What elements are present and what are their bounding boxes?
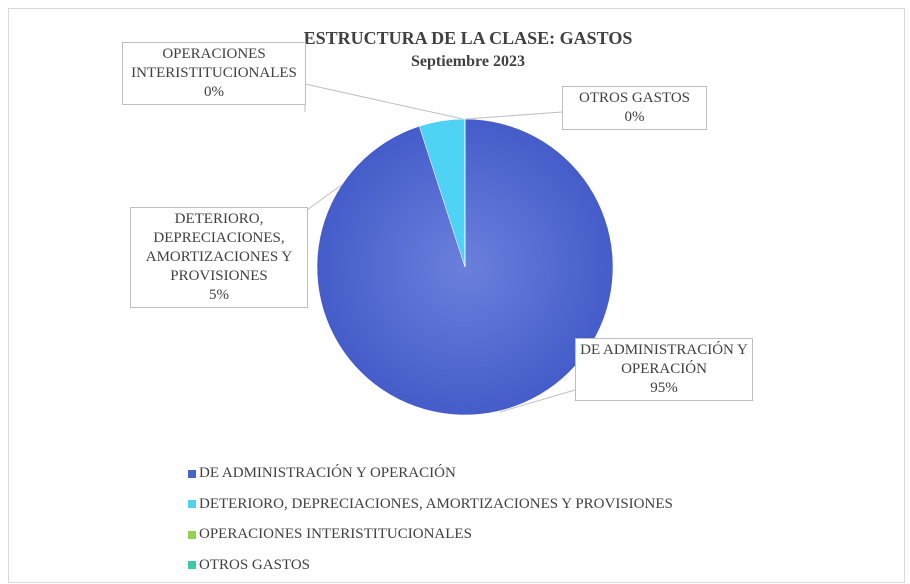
data-label-name: DE ADMINISTRACIÓN Y OPERACIÓN	[580, 342, 748, 377]
data-label-name: OTROS GASTOS	[579, 90, 690, 106]
legend-item: DE ADMINISTRACIÓN Y OPERACIÓN	[188, 465, 456, 482]
legend-item: OTROS GASTOS	[188, 557, 310, 574]
legend-item: DETERIORO, DEPRECIACIONES, AMORTIZACIONE…	[188, 496, 673, 513]
legend-swatch	[188, 561, 196, 569]
chart-subtitle: Septiembre 2023	[411, 53, 525, 70]
leader-line	[465, 111, 563, 120]
legend-item: OPERACIONES INTERISTITUCIONALES	[188, 526, 472, 543]
legend-label: OTROS GASTOS	[199, 556, 310, 573]
legend-label: DE ADMINISTRACIÓN Y OPERACIÓN	[199, 465, 456, 481]
legend-label: OPERACIONES INTERISTITUCIONALES	[199, 526, 472, 542]
data-label: OTROS GASTOS 0%	[562, 86, 707, 130]
legend-swatch	[188, 500, 196, 508]
chart-title: ESTRUCTURA DE LA CLASE: GASTOS	[304, 28, 633, 48]
data-label-value: 0%	[204, 84, 224, 100]
data-label-name: OPERACIONES INTERISTITUCIONALES	[131, 46, 297, 81]
data-label-name: DETERIORO, DEPRECIACIONES, AMORTIZACIONE…	[145, 211, 293, 284]
data-label: DE ADMINISTRACIÓN Y OPERACIÓN 95%	[575, 338, 753, 401]
legend-label: DETERIORO, DEPRECIACIONES, AMORTIZACIONE…	[199, 495, 673, 512]
legend-swatch	[188, 530, 196, 539]
data-label-value: 95%	[650, 380, 678, 396]
data-label-value: 5%	[209, 287, 229, 303]
data-label: OPERACIONES INTERISTITUCIONALES 0%	[122, 42, 306, 105]
pie	[316, 118, 614, 416]
leader-line	[499, 389, 576, 413]
data-label-value: 0%	[624, 109, 645, 125]
data-label: DETERIORO, DEPRECIACIONES, AMORTIZACIONE…	[130, 207, 308, 308]
legend-swatch	[188, 469, 196, 478]
